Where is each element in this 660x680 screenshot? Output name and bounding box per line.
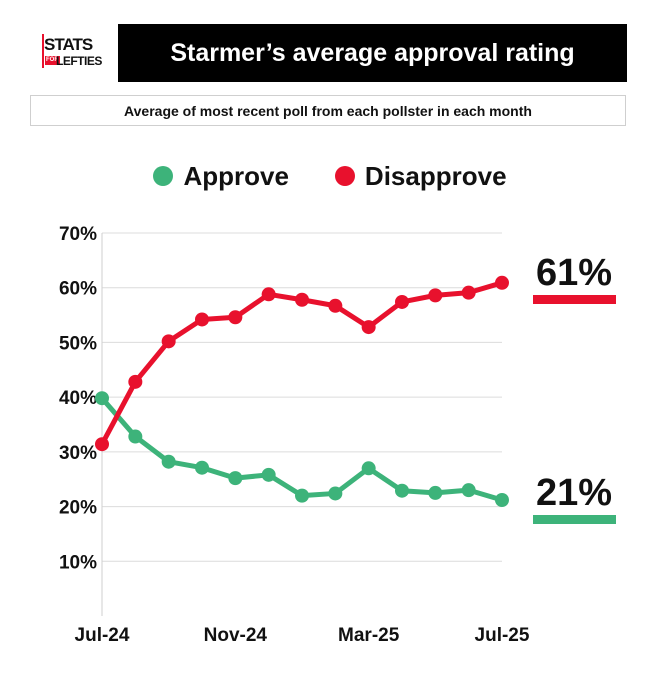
end-label-bar-disapprove xyxy=(533,295,616,304)
data-point-disapprove xyxy=(395,294,409,309)
legend-item-approve: Approve xyxy=(153,160,289,192)
data-point-disapprove xyxy=(161,334,176,349)
series-line-approve xyxy=(100,396,503,503)
legend-label-approve: Approve xyxy=(183,160,289,191)
data-point-disapprove xyxy=(428,288,443,303)
logo-text-stats: STATS xyxy=(41,34,93,68)
legend: Approve Disapprove xyxy=(0,158,660,194)
data-point-approve xyxy=(428,485,443,500)
data-point-disapprove xyxy=(195,312,209,327)
y-tick-label: 60% xyxy=(59,279,97,300)
data-point-approve xyxy=(495,493,509,508)
end-label-disapprove: 61% xyxy=(536,252,612,294)
y-tick-label: 40% xyxy=(59,388,97,409)
chart-subtitle: Average of most recent poll from each po… xyxy=(30,95,626,126)
data-point-disapprove xyxy=(228,310,243,325)
legend-item-disapprove: Disapprove xyxy=(334,160,507,192)
data-point-disapprove xyxy=(261,287,276,302)
data-point-approve xyxy=(395,483,409,498)
data-point-disapprove xyxy=(495,275,509,290)
legend-label-disapprove: Disapprove xyxy=(364,160,507,191)
end-label-bar-approve xyxy=(533,515,616,524)
series-line-disapprove xyxy=(99,280,503,446)
y-tick-label: 10% xyxy=(59,552,97,573)
chart-title: Starmer’s average approval rating xyxy=(118,24,627,82)
y-tick-label: 20% xyxy=(59,498,97,519)
legend-swatch-disapprove xyxy=(334,166,355,186)
logo-text-for: FOR xyxy=(45,56,60,65)
data-point-approve xyxy=(328,486,343,501)
x-tick-label: Jul-24 xyxy=(75,625,130,646)
data-point-approve xyxy=(361,461,376,476)
x-tick-label: Nov-24 xyxy=(204,625,268,646)
data-point-approve xyxy=(161,454,176,469)
legend-swatch-approve xyxy=(153,166,174,186)
data-point-disapprove xyxy=(328,298,343,313)
logo-text-lefties: LEFTIES xyxy=(56,54,102,68)
data-point-disapprove xyxy=(95,437,109,452)
data-point-disapprove xyxy=(461,285,476,300)
data-point-approve xyxy=(261,467,276,482)
data-point-disapprove xyxy=(295,292,309,307)
data-point-approve xyxy=(128,429,143,444)
stats-for-lefties-logo: STATS FOR LEFTIES xyxy=(41,34,102,74)
data-point-approve xyxy=(195,460,209,475)
y-tick-label: 30% xyxy=(59,443,97,464)
x-tick-label: Jul-25 xyxy=(475,625,530,646)
data-point-approve xyxy=(295,488,309,503)
x-tick-label: Mar-25 xyxy=(338,625,400,646)
y-tick-label: 50% xyxy=(59,333,97,354)
data-point-approve xyxy=(228,471,243,486)
data-point-approve xyxy=(461,483,476,498)
data-point-approve xyxy=(95,391,109,406)
data-point-disapprove xyxy=(361,320,376,335)
end-label-approve: 21% xyxy=(536,472,612,514)
data-point-disapprove xyxy=(128,374,143,389)
y-tick-label: 70% xyxy=(59,224,97,245)
